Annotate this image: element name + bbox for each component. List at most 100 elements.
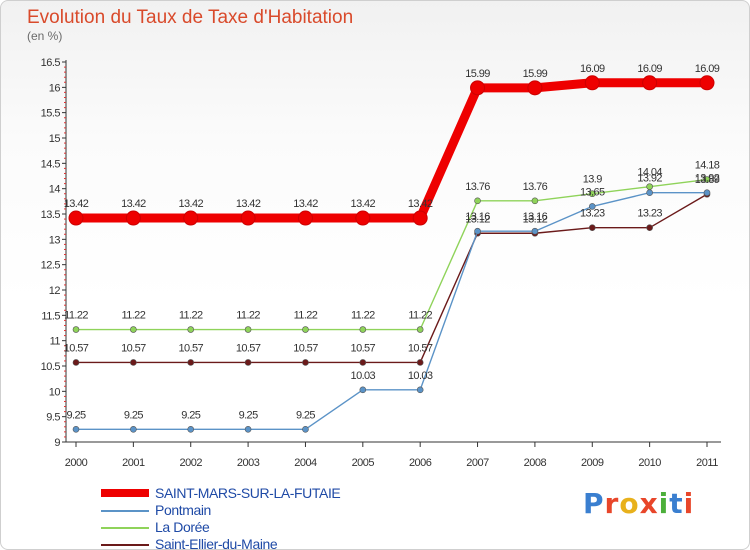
data-label: 9.25 (66, 409, 85, 421)
data-point (527, 80, 543, 96)
data-point (588, 190, 596, 198)
x-tick-label: 2007 (466, 457, 489, 469)
logo-letter: x (639, 487, 659, 520)
y-tick-label: 11 (50, 336, 61, 348)
y-tick-label: 11.5 (41, 310, 60, 322)
legend-swatch (101, 527, 149, 529)
data-point (703, 176, 711, 183)
data-point (642, 75, 658, 91)
legend-label: Saint-Ellier-du-Maine (155, 536, 278, 550)
data-point (531, 197, 539, 205)
proxiti-logo: Proxiti (583, 487, 694, 520)
x-tick-label: 2004 (294, 457, 317, 469)
data-label: 13.16 (523, 211, 548, 223)
x-tick-label: 2001 (122, 457, 145, 469)
data-label: 11.22 (179, 310, 203, 322)
y-tick-label: 15 (49, 133, 61, 145)
data-point (584, 75, 600, 91)
data-label: 13.89 (695, 174, 720, 186)
y-tick-label: 16.5 (41, 57, 61, 69)
data-point (244, 326, 252, 333)
data-label: 10.57 (236, 342, 261, 354)
x-tick-label: 2002 (179, 457, 202, 469)
data-label: 11.22 (408, 310, 432, 322)
data-label: 13.42 (178, 198, 203, 210)
data-label: 9.25 (181, 409, 200, 421)
data-point (187, 326, 195, 333)
data-point (72, 326, 80, 333)
data-label: 13.42 (408, 198, 433, 210)
y-tick-label: 12.5 (41, 260, 61, 272)
y-tick-label: 10 (49, 386, 61, 398)
series-line (71, 78, 712, 223)
logo-letter: o (619, 487, 640, 520)
data-point (474, 227, 481, 235)
data-point (531, 227, 539, 235)
data-point (412, 210, 428, 226)
data-label: 13.12 (465, 213, 490, 225)
data-point (355, 210, 371, 226)
data-point (588, 224, 596, 231)
logo-letter: t (669, 487, 684, 520)
legend-label: Pontmain (155, 502, 211, 518)
x-tick-label: 2011 (696, 457, 718, 469)
y-tick-label: 12 (49, 285, 61, 297)
data-point (187, 426, 195, 433)
logo-letter: P (583, 487, 605, 520)
data-point (646, 189, 653, 197)
data-point (646, 224, 653, 231)
data-label: 15.99 (523, 68, 548, 80)
data-point (359, 326, 367, 333)
data-label: 15.99 (465, 68, 490, 80)
data-label: 13.9 (583, 174, 602, 186)
y-tick-label: 14.5 (41, 158, 61, 170)
x-tick-label: 2000 (65, 457, 88, 469)
data-label: 13.42 (121, 198, 146, 210)
data-point (72, 426, 80, 433)
data-label: 16.09 (580, 63, 605, 75)
data-point (130, 359, 137, 366)
data-label: 11.22 (236, 310, 260, 322)
y-tick-label: 16 (49, 82, 61, 94)
data-label: 14.18 (695, 160, 720, 172)
data-point (699, 75, 715, 91)
data-label: 10.03 (408, 370, 433, 382)
legend-swatch (101, 489, 149, 497)
data-label: 16.09 (695, 63, 720, 75)
data-point (470, 80, 486, 96)
data-label: 14.04 (637, 167, 662, 179)
y-tick-label: 13.5 (41, 209, 61, 221)
y-tick-label: 13 (49, 234, 61, 246)
data-label: 10.57 (121, 342, 146, 354)
data-point (302, 426, 309, 433)
logo-letter: i (683, 487, 695, 520)
data-label: 16.09 (637, 63, 662, 75)
data-label: 13.92 (695, 173, 720, 185)
logo-letter: r (604, 487, 620, 520)
series-line (75, 193, 708, 364)
data-label: 13.16 (465, 211, 490, 223)
data-label: 11.22 (351, 310, 375, 322)
data-point (416, 359, 424, 366)
legend-label: La Dorée (155, 519, 210, 535)
series-line (75, 178, 708, 331)
x-tick-label: 2008 (524, 457, 547, 469)
data-point (183, 210, 199, 226)
data-label: 13.12 (523, 213, 548, 225)
x-tick-label: 2003 (237, 457, 260, 469)
data-point (244, 426, 252, 433)
data-point (297, 210, 313, 226)
data-label: 11.22 (294, 310, 318, 322)
data-point (588, 203, 596, 210)
data-point (359, 386, 367, 394)
x-tick-label: 2006 (409, 457, 432, 469)
data-point (240, 210, 256, 226)
data-label: 11.22 (122, 310, 146, 322)
data-label: 11.22 (64, 310, 88, 322)
data-label: 13.42 (64, 198, 89, 210)
data-point (646, 183, 653, 190)
data-label: 10.57 (351, 342, 376, 354)
data-label: 9.25 (124, 409, 143, 421)
y-tick-label: 14 (49, 184, 61, 196)
